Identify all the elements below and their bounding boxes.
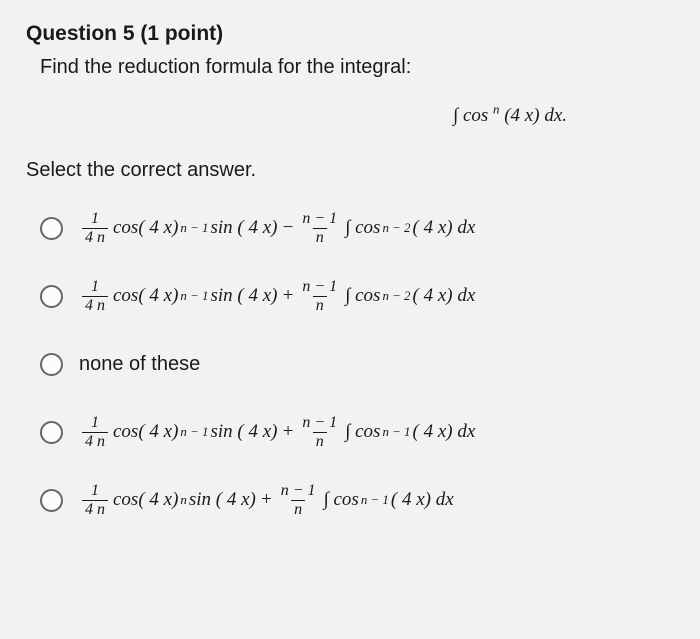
option-2: 1 4 n cos( 4 x)n − 1 sin ( 4 x) + n − 1 … <box>40 276 674 316</box>
fraction: 1 4 n <box>82 279 108 314</box>
fraction: n − 1 n <box>278 483 319 518</box>
integral-display: ∫ cos n (4 x) dx. <box>346 105 674 127</box>
fraction: n − 1 n <box>299 211 340 246</box>
fraction: 1 4 n <box>82 211 108 246</box>
fraction: 1 4 n <box>82 415 108 450</box>
radio-option-1[interactable] <box>40 217 63 240</box>
radio-option-5[interactable] <box>40 489 63 512</box>
option-4: 1 4 n cos( 4 x)n − 1 sin ( 4 x) + n − 1 … <box>40 412 674 452</box>
option-5-formula: 1 4 n cos( 4 x)n sin ( 4 x) + n − 1 n ∫ … <box>79 483 456 518</box>
option-2-formula: 1 4 n cos( 4 x)n − 1 sin ( 4 x) + n − 1 … <box>79 279 477 314</box>
radio-option-3[interactable] <box>40 353 63 376</box>
option-3: none of these <box>40 344 674 384</box>
option-4-formula: 1 4 n cos( 4 x)n − 1 sin ( 4 x) + n − 1 … <box>79 415 477 450</box>
option-1-formula: 1 4 n cos( 4 x)n − 1 sin ( 4 x) − n − 1 … <box>79 211 477 246</box>
option-3-text: none of these <box>79 353 200 376</box>
select-instruction: Select the correct answer. <box>26 159 674 182</box>
radio-option-2[interactable] <box>40 285 63 308</box>
option-5: 1 4 n cos( 4 x)n sin ( 4 x) + n − 1 n ∫ … <box>40 480 674 520</box>
radio-option-4[interactable] <box>40 421 63 444</box>
option-1: 1 4 n cos( 4 x)n − 1 sin ( 4 x) − n − 1 … <box>40 208 674 248</box>
fraction: n − 1 n <box>299 415 340 450</box>
question-page: Question 5 (1 point) Find the reduction … <box>0 0 700 570</box>
fraction: n − 1 n <box>299 279 340 314</box>
question-title: Question 5 (1 point) <box>26 22 674 46</box>
fraction: 1 4 n <box>82 483 108 518</box>
options-group: 1 4 n cos( 4 x)n − 1 sin ( 4 x) − n − 1 … <box>40 208 674 520</box>
question-prompt: Find the reduction formula for the integ… <box>40 56 674 79</box>
